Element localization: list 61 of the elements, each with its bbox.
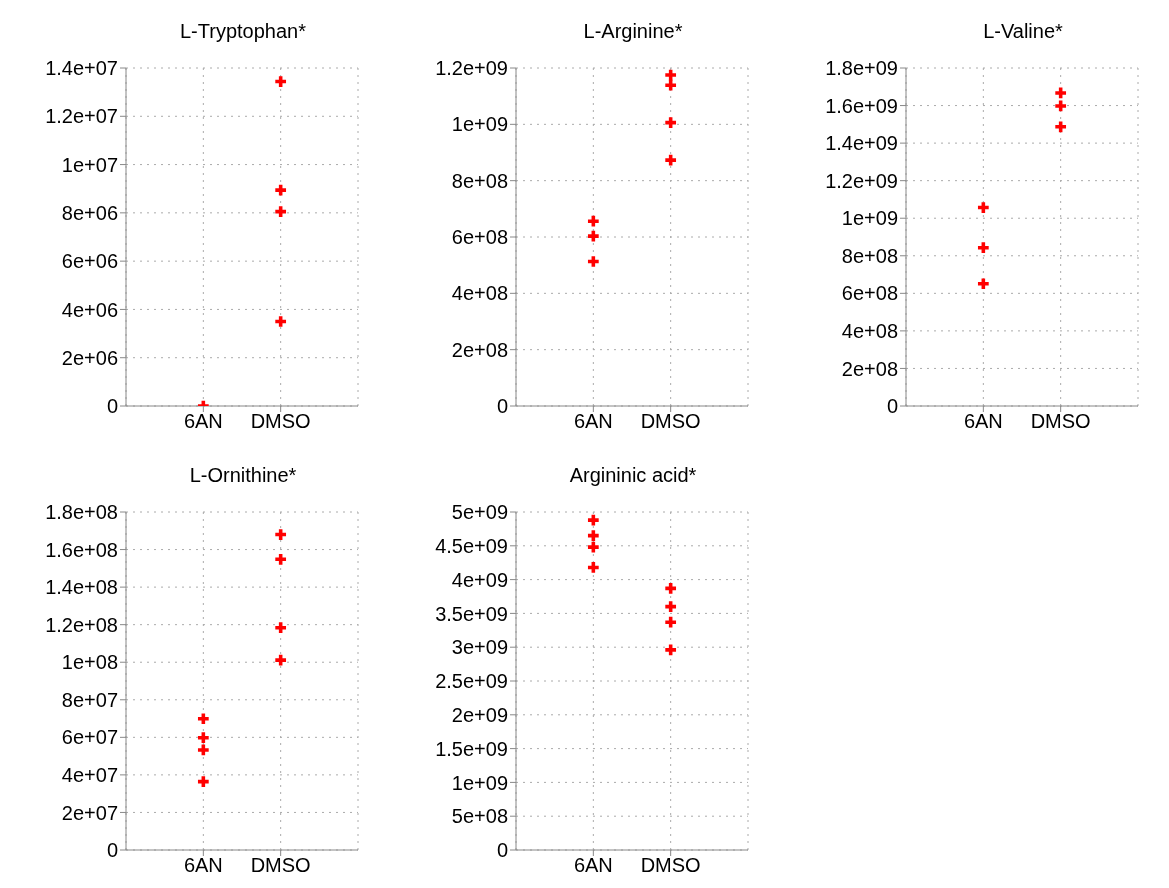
y-tick-label: 1.2e+08 [45,613,118,636]
y-tick-label: 2e+07 [61,801,118,824]
chart-title: L-Ornithine* [188,464,298,487]
y-tick-label: 8e+08 [841,244,898,267]
x-tick-label: DMSO [640,410,701,433]
y-tick-label: 1.8e+09 [825,57,898,80]
y-tick-label: 0 [886,395,898,418]
y-tick-label: 1e+09 [841,207,898,230]
y-tick-label: 1e+07 [61,153,118,176]
y-tick-label: 2e+09 [451,703,508,726]
y-tick-label: 5e+09 [451,501,508,524]
x-tick-label: 6AN [183,410,223,433]
x-tick-label: DMSO [250,854,311,877]
y-tick-label: 0 [106,395,118,418]
y-tick-label: 6e+06 [61,250,118,273]
y-tick-label: 1e+08 [61,651,118,674]
x-tick-label: 6AN [963,410,1003,433]
y-tick-label: 4e+08 [841,319,898,342]
y-tick-label: 2e+08 [451,338,508,361]
y-tick-label: 6e+07 [61,726,118,749]
y-tick-label: 4e+06 [61,298,118,321]
x-tick-label: 6AN [573,410,613,433]
x-tick-label: 6AN [183,854,223,877]
y-tick-label: 2e+08 [841,357,898,380]
x-tick-label: DMSO [1030,410,1091,433]
y-tick-label: 4e+07 [61,763,118,786]
x-tick-label: DMSO [250,410,311,433]
x-tick-label: 6AN [573,854,613,877]
y-tick-label: 1.4e+08 [45,576,118,599]
y-tick-label: 4.5e+09 [435,534,508,557]
y-tick-label: 2.5e+09 [435,670,508,693]
y-tick-label: 3.5e+09 [435,602,508,625]
y-tick-label: 1.5e+09 [435,737,508,760]
y-tick-label: 0 [496,395,508,418]
y-tick-label: 1.6e+09 [825,94,898,117]
y-tick-label: 4e+08 [451,282,508,305]
chart-title: L-Arginine* [582,20,684,43]
y-tick-label: 5e+08 [451,805,508,828]
y-tick-label: 1.8e+08 [45,501,118,524]
y-tick-label: 8e+06 [61,201,118,224]
y-tick-label: 4e+09 [451,568,508,591]
y-tick-label: 1.2e+09 [435,57,508,80]
y-tick-label: 1.6e+08 [45,538,118,561]
x-tick-label: DMSO [640,854,701,877]
chart-title: L-Tryptophan* [179,20,307,43]
y-tick-label: 1e+09 [451,771,508,794]
y-tick-label: 3e+09 [451,636,508,659]
y-tick-label: 0 [496,839,508,862]
y-tick-label: 1.2e+07 [45,105,118,128]
y-tick-label: 0 [106,839,118,862]
chart-title: L-Valine* [982,20,1064,43]
y-tick-label: 1.4e+07 [45,57,118,80]
y-tick-label: 1.2e+09 [825,169,898,192]
y-tick-label: 2e+06 [61,346,118,369]
y-tick-label: 8e+08 [451,169,508,192]
y-tick-label: 1e+09 [451,113,508,136]
y-tick-label: 1.4e+09 [825,132,898,155]
chart-title: Argininic acid* [568,464,698,487]
y-tick-label: 8e+07 [61,688,118,711]
y-tick-label: 6e+08 [451,226,508,249]
y-tick-label: 6e+08 [841,282,898,305]
